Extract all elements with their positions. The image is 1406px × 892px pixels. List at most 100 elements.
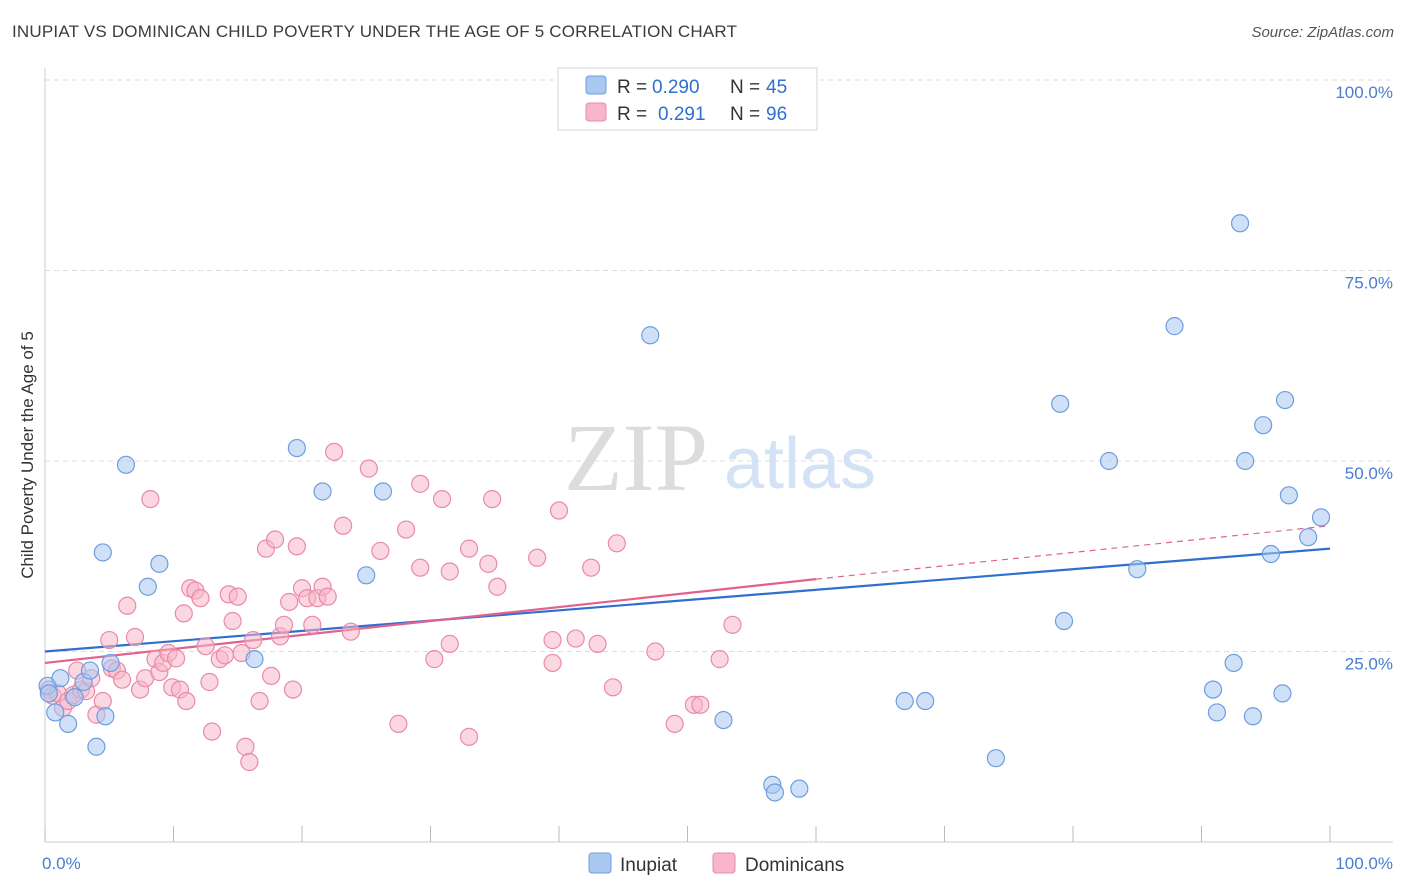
data-points: [38, 214, 1331, 802]
dominican-point-67: [411, 558, 430, 577]
inupiat-point-2: [46, 703, 65, 722]
series-legend: Inupiat Dominicans: [588, 852, 844, 876]
legend-n-label-dominicans: N =: [730, 104, 760, 125]
dominican-point-90: [691, 695, 710, 714]
inupiat-point-40: [1261, 544, 1280, 564]
inupiat-point-20: [641, 326, 660, 345]
dominican-point-62: [341, 622, 360, 641]
inupiat-point-33: [1203, 680, 1223, 699]
dominican-point-33: [196, 637, 215, 656]
series-legend-swatch-inupiat: [588, 852, 612, 874]
dominican-point-34: [200, 672, 219, 692]
inupiat-point-4: [59, 714, 78, 733]
dominican-point-42: [236, 737, 255, 756]
dominican-point-74: [459, 727, 479, 746]
inupiat-point-31: [1128, 560, 1147, 579]
dominican-point-26: [166, 649, 186, 668]
dominican-point-83: [582, 558, 601, 577]
dominican-point-40: [228, 587, 247, 606]
legend-r-value-inupiat: 0.290: [652, 77, 700, 98]
dominican-point-78: [528, 548, 547, 567]
inupiat-point-37: [1236, 451, 1255, 471]
inupiat-point-17: [313, 482, 332, 501]
dominican-point-69: [425, 650, 444, 669]
grid-lines: [45, 79, 1393, 652]
dominican-point-47: [262, 666, 281, 685]
dominican-point-16: [118, 596, 137, 615]
inupiat-point-9: [93, 543, 112, 562]
axes: [44, 68, 1393, 843]
dominican-point-20: [141, 490, 160, 509]
dominican-point-75: [479, 554, 498, 573]
dominican-point-35: [202, 722, 222, 741]
legend-r-value-dominicans: 0.291: [658, 104, 706, 125]
dominican-point-70: [432, 490, 452, 509]
y-axis-title: Child Poverty Under the Age of 5: [18, 331, 37, 579]
inupiat-point-26: [916, 691, 935, 711]
inupiat-point-34: [1207, 703, 1227, 722]
inupiat-point-7: [80, 661, 100, 680]
dominican-point-85: [603, 678, 623, 697]
chart-source: Source: ZipAtlas.com: [1251, 24, 1394, 41]
legend-swatch-dominicans: [585, 102, 607, 122]
inupiat-point-1: [39, 684, 58, 703]
dominican-point-79: [543, 630, 562, 650]
inupiat-point-32: [1165, 317, 1184, 336]
dominican-point-50: [274, 615, 294, 634]
dominican-point-11: [93, 691, 112, 711]
dominican-point-29: [177, 691, 196, 711]
dominican-point-73: [459, 539, 479, 558]
y-tick-label-2: 75.0%: [1345, 274, 1393, 293]
inupiat-point-42: [1275, 390, 1295, 410]
dominican-point-48: [265, 530, 285, 549]
dominican-point-60: [325, 442, 344, 461]
inupiat-point-19: [373, 482, 393, 501]
dominican-point-17: [125, 627, 145, 647]
series-legend-label-inupiat: Inupiat: [620, 855, 678, 876]
inupiat-point-28: [1051, 394, 1070, 413]
inupiat-point-12: [116, 455, 136, 474]
inupiat-point-38: [1243, 707, 1263, 726]
inupiat-point-11: [101, 653, 120, 673]
dominican-trend-extension: [815, 525, 1331, 580]
x-tick-label-1: 100.0%: [1335, 854, 1393, 873]
dominican-point-71: [440, 634, 459, 653]
inupiat-point-41: [1273, 684, 1292, 703]
y-tick-label-1: 50.0%: [1345, 464, 1393, 483]
dominican-point-53: [287, 537, 306, 556]
series-legend-swatch-dominicans: [712, 852, 736, 874]
dominican-point-77: [488, 577, 507, 596]
inupiat-point-15: [245, 650, 264, 669]
dominican-point-15: [112, 670, 132, 689]
watermark-zip: ZIP: [564, 404, 708, 511]
inupiat-point-36: [1230, 214, 1250, 233]
inupiat-point-8: [87, 737, 106, 756]
inupiat-point-30: [1099, 451, 1119, 471]
dominican-point-81: [549, 501, 569, 520]
inupiat-point-44: [1299, 528, 1318, 547]
dominican-point-45: [250, 691, 269, 711]
dominican-point-66: [396, 520, 416, 539]
legend-r-label-inupiat: R =: [617, 77, 647, 98]
dominican-point-92: [723, 615, 742, 634]
dominican-point-86: [607, 534, 626, 553]
dominican-point-63: [359, 459, 378, 478]
legend-swatch-inupiat: [585, 75, 607, 95]
inupiat-point-39: [1254, 416, 1273, 435]
dominican-point-37: [215, 646, 234, 665]
y-tick-label-0: 25.0%: [1345, 655, 1393, 674]
legend-n-value-inupiat: 45: [766, 77, 787, 98]
inupiat-point-25: [895, 691, 914, 711]
dominican-point-68: [411, 474, 430, 493]
legend-r-label-dominicans: R =: [617, 104, 647, 125]
dominican-point-12: [100, 630, 119, 650]
dominican-point-56: [303, 615, 322, 634]
correlation-legend: R = 0.290 N = 45 R = 0.291 N = 96: [557, 67, 818, 131]
inupiat-point-5: [65, 688, 84, 707]
inupiat-point-13: [138, 577, 157, 596]
dominican-point-32: [191, 589, 210, 608]
x-tick-label-0: 0.0%: [42, 854, 81, 873]
dominican-point-87: [646, 642, 665, 661]
dominican-point-43: [240, 752, 259, 772]
